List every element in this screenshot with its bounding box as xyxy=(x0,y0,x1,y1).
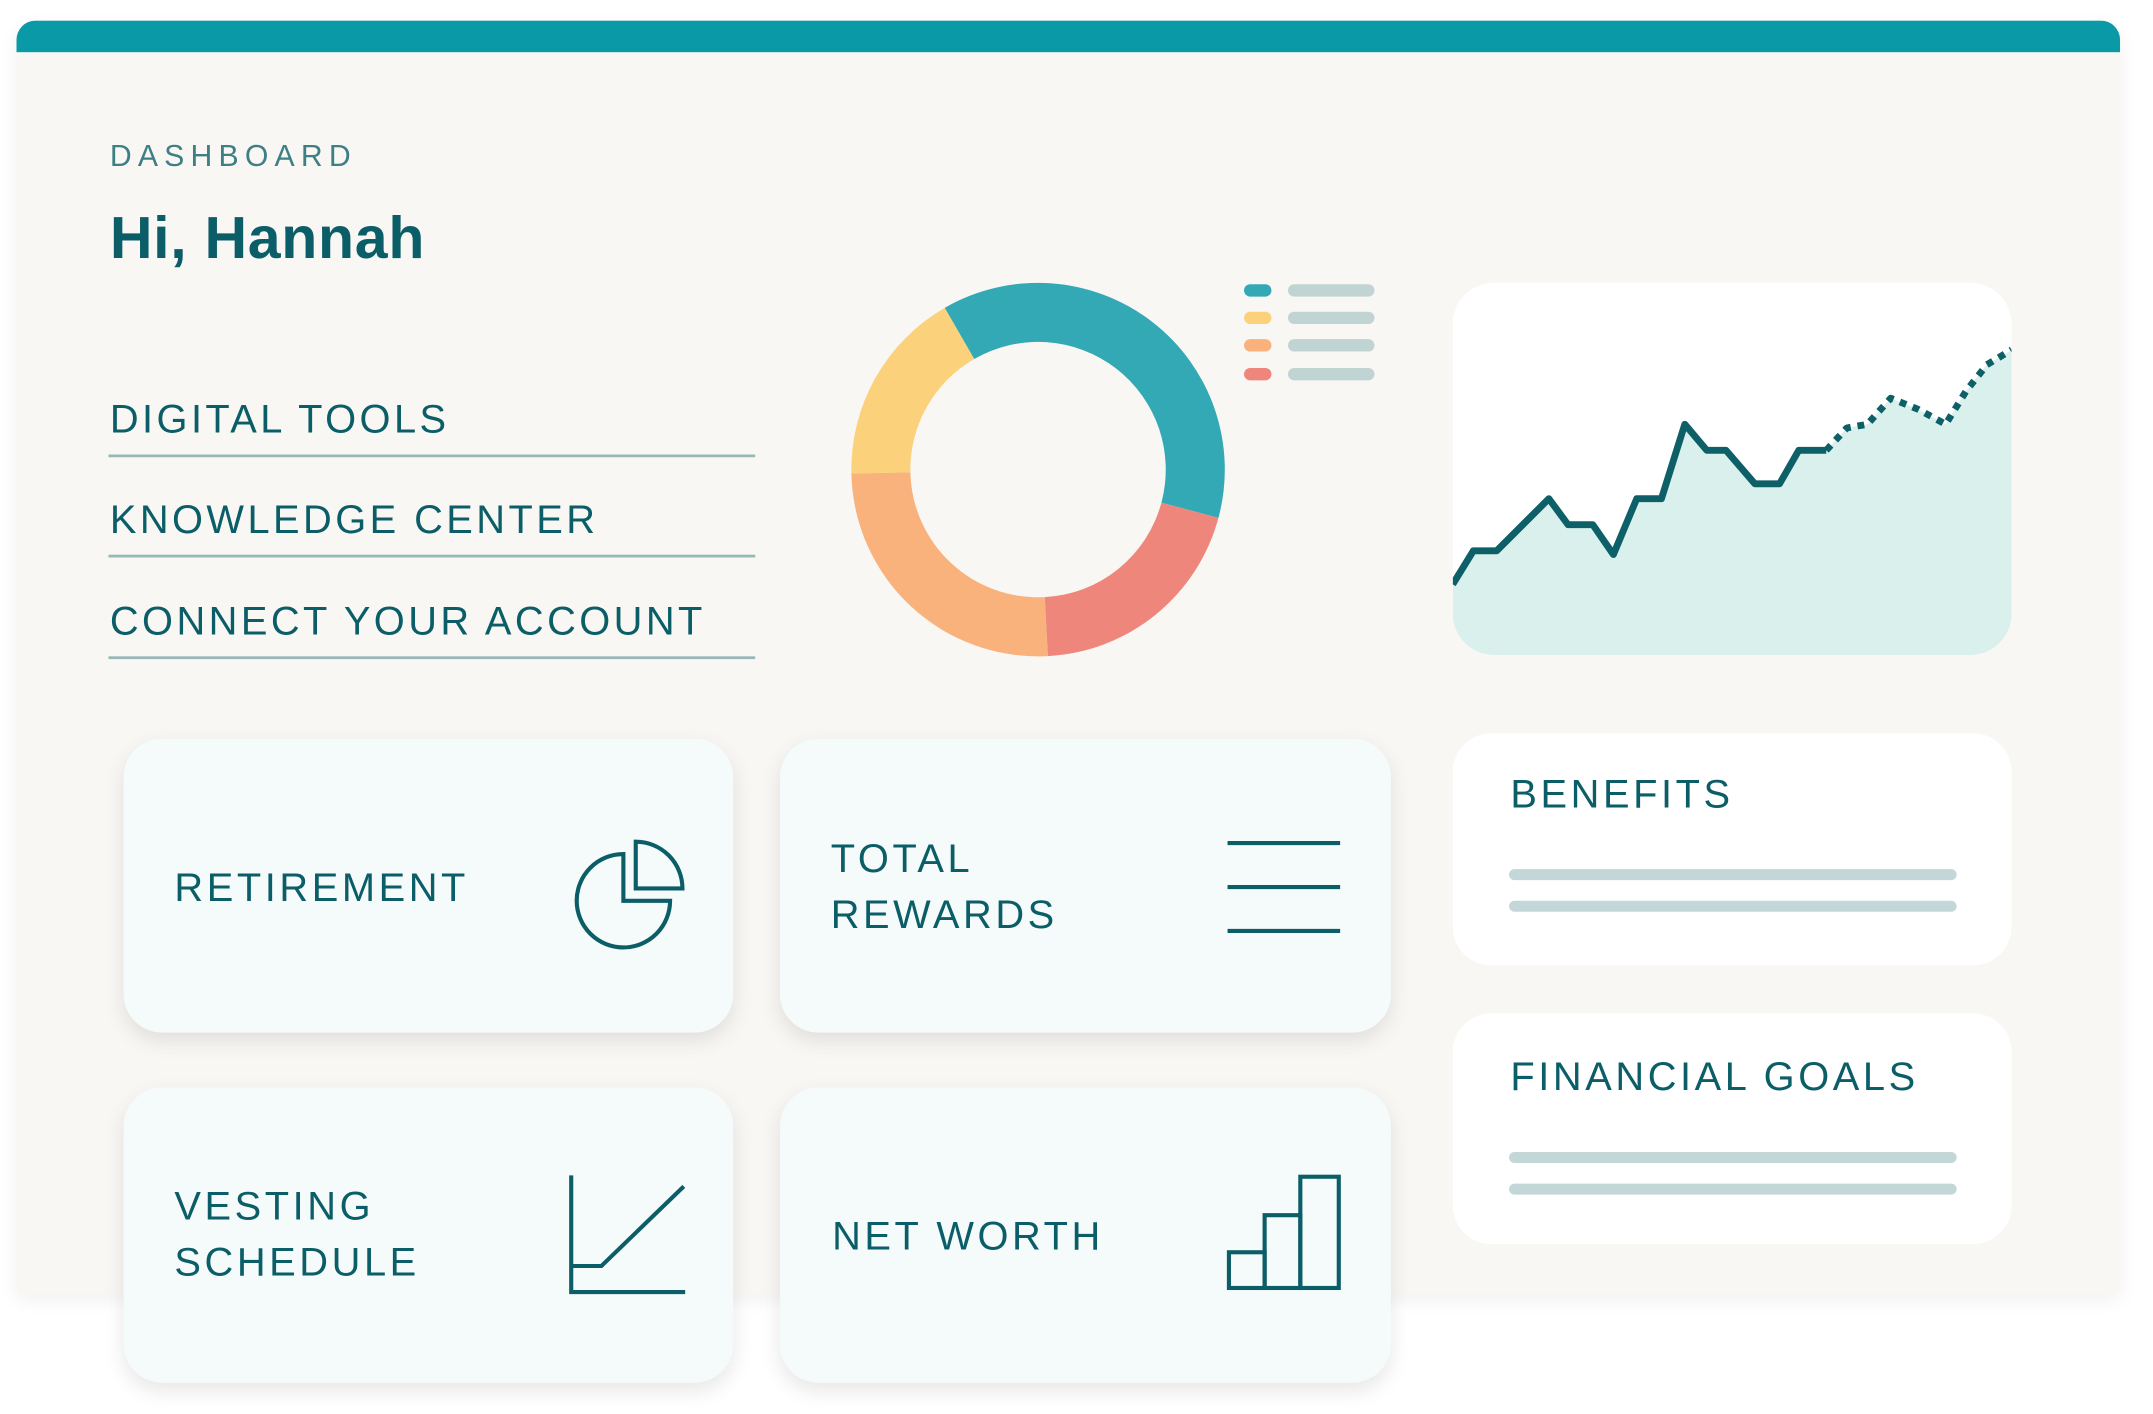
legend-placeholder-bar xyxy=(1287,311,1375,325)
actual-series-line xyxy=(1452,420,1827,587)
tile-total-rewards[interactable]: TOTAL REWARDS xyxy=(779,738,1391,1033)
legend-swatch xyxy=(1244,339,1272,352)
donut-slice xyxy=(1044,502,1219,657)
nav-label: DIGITAL TOOLS xyxy=(109,398,450,443)
legend-swatch xyxy=(1244,311,1272,325)
card-label: FINANCIAL GOALS xyxy=(1510,1055,1919,1100)
legend-swatch xyxy=(1244,284,1272,297)
nav-label: KNOWLEDGE CENTER xyxy=(109,498,599,543)
placeholder-bar xyxy=(1509,1152,1957,1164)
card-label: BENEFITS xyxy=(1510,773,1734,817)
card-financial-goals[interactable]: FINANCIAL GOALS xyxy=(1452,1013,2012,1245)
bar-chart-icon xyxy=(1226,1174,1341,1291)
tile-retirement[interactable]: RETIREMENT xyxy=(123,738,734,1033)
placeholder-bar xyxy=(1509,869,1957,881)
legend-item xyxy=(1244,284,1381,298)
placeholder-bar xyxy=(1509,900,1957,912)
legend-swatch xyxy=(1244,367,1272,381)
legend-item xyxy=(1244,311,1381,326)
donut-chart xyxy=(851,282,1225,657)
trend-chart xyxy=(1452,346,2012,655)
nav-label: CONNECT YOUR ACCOUNT xyxy=(109,600,706,644)
page-title: Hi, Hannah xyxy=(109,205,426,272)
tile-vesting-schedule[interactable]: VESTING SCHEDULE xyxy=(123,1087,734,1383)
legend-item xyxy=(1244,367,1381,382)
lines-icon xyxy=(1227,841,1341,934)
top-bar xyxy=(16,20,2121,53)
legend-item xyxy=(1244,339,1381,353)
donut-slice xyxy=(851,472,1048,657)
tile-label: NET WORTH xyxy=(832,1215,1104,1260)
tile-label: TOTAL REWARDS xyxy=(830,837,1058,938)
placeholder-bar xyxy=(1509,1183,1957,1195)
nav-connect-account[interactable]: CONNECT YOUR ACCOUNT xyxy=(108,599,756,660)
card-benefits[interactable]: BENEFITS xyxy=(1452,733,2012,966)
page-eyebrow: DASHBOARD xyxy=(109,138,357,174)
tile-label: VESTING SCHEDULE xyxy=(174,1184,420,1286)
trend-area xyxy=(1452,349,2012,655)
tile-label: RETIREMENT xyxy=(174,866,469,911)
donut-slice xyxy=(851,307,975,474)
legend-placeholder-bar xyxy=(1287,339,1375,352)
projected-series-line xyxy=(1823,346,2012,453)
tile-net-worth[interactable]: NET WORTH xyxy=(779,1087,1391,1383)
legend-placeholder-bar xyxy=(1287,284,1375,297)
nav-digital-tools[interactable]: DIGITAL TOOLS xyxy=(108,397,756,458)
trend-chart-card xyxy=(1452,282,2012,655)
nav-knowledge-center[interactable]: KNOWLEDGE CENTER xyxy=(108,497,756,558)
pie-chart-icon xyxy=(574,839,685,950)
legend-placeholder-bar xyxy=(1287,367,1375,381)
donut-slice xyxy=(944,282,1225,518)
line-graph-icon xyxy=(569,1175,686,1295)
